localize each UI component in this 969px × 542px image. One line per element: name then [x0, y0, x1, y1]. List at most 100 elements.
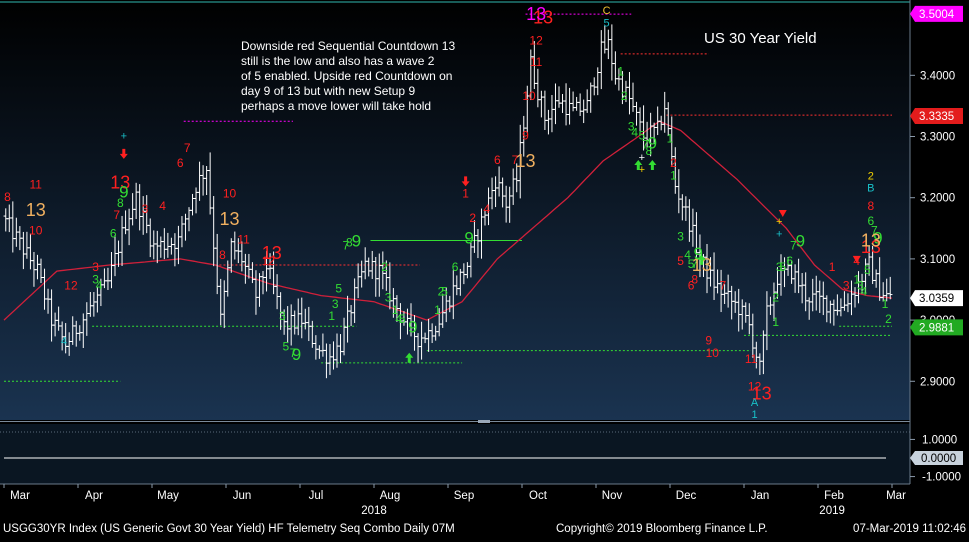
sequential-count-label: 3 — [776, 260, 783, 274]
sequential-count-label: 5 — [604, 17, 610, 29]
sequential-count-label: 7 — [342, 239, 349, 253]
sequential-count-label: 9 — [292, 345, 301, 364]
sequential-count-label: 8 — [646, 144, 653, 158]
x-axis-month-label: Apr — [85, 490, 103, 502]
sequential-count-label: 3 — [92, 272, 99, 286]
price-bars — [3, 24, 893, 379]
sequential-count-label: 13 — [262, 243, 282, 263]
sequential-count-label: 13 — [533, 7, 553, 27]
price-bar — [888, 276, 893, 300]
sequential-count-label: 1 — [752, 409, 758, 421]
sequential-count-label: 9 — [873, 229, 882, 248]
sequential-count-label: 1 — [772, 315, 779, 329]
sequential-count-label: 6 — [110, 226, 117, 240]
x-axis-month-label: Mar — [10, 490, 30, 502]
sequential-count-label: 2 — [772, 291, 779, 305]
sequential-count-label: + — [776, 216, 782, 228]
arrow-down-icon — [119, 148, 128, 159]
sequential-count-label: 4 — [96, 278, 103, 292]
arrow-up-icon — [405, 352, 414, 363]
arrow-up-icon — [634, 160, 643, 171]
sequential-count-label: 11 — [745, 352, 758, 366]
sequential-count-label: 6 — [868, 214, 875, 228]
sequential-count-label: 7 — [871, 223, 878, 237]
annotation-line: Downside red Sequential Countdown 13 — [241, 39, 455, 53]
y-axis-tick-label: 3.4000 — [920, 70, 955, 82]
annotation-line: of 5 enabled. Upside red Countdown on — [241, 69, 452, 83]
sequential-count-label: 8 — [346, 236, 353, 250]
panel-splitter-handle[interactable] — [478, 420, 490, 423]
sequential-count-label: 9 — [352, 232, 361, 251]
sequential-count-label: 12 — [748, 379, 762, 393]
sequential-count-label: 7 — [691, 257, 698, 271]
sequential-count-label: 4 — [860, 285, 867, 299]
sequential-count-label: 1 — [667, 132, 674, 146]
sequential-count-label: 2 — [438, 285, 445, 299]
x-axis-month-label: Mar — [886, 490, 906, 502]
price-label-text: 3.3335 — [919, 111, 954, 123]
lower-panel-bg — [0, 424, 910, 484]
sequential-count-label: + — [776, 228, 782, 240]
sequential-count-label: 13 — [26, 200, 46, 220]
sequential-count-label: 13 — [516, 151, 536, 171]
sequential-count-label: 9 — [648, 134, 657, 153]
sequential-count-label: 7 — [512, 153, 519, 167]
lower-axis-tick-label: -1.0000 — [922, 472, 961, 484]
sequential-count-label: 10 — [29, 223, 43, 237]
triangle-down-icon — [778, 210, 787, 217]
x-axis-year-label: 2018 — [361, 505, 387, 517]
sequential-count-label: 3 — [332, 297, 339, 311]
sequential-count-label: 13 — [526, 4, 546, 24]
sequential-count-label: 7 — [790, 239, 797, 253]
sequential-count-label: 13 — [110, 173, 130, 193]
sequential-count-label: 5 — [399, 312, 406, 326]
sequential-count-label: 9 — [408, 317, 417, 336]
price-label-box — [910, 290, 963, 307]
sequential-count-label: 7 — [720, 278, 727, 292]
y-axis-tick-label: 3.3000 — [920, 132, 955, 144]
sequential-count-label: + — [639, 164, 645, 176]
lower-panel: 1.0000 -1.0000 0.0000 — [4, 434, 963, 484]
sequential-count-label: 6 — [177, 156, 184, 170]
sequential-count-label: 5 — [441, 285, 448, 299]
sequential-count-label: 7 — [290, 346, 297, 360]
sequential-count-label: 10 — [522, 89, 536, 103]
sequential-count-label: 8 — [219, 248, 226, 262]
sequential-count-label: 1 — [882, 297, 889, 311]
sequential-count-label: 13 — [692, 255, 712, 275]
x-axis-month-label: Jun — [233, 490, 252, 502]
lower-axis-tick-label: 1.0000 — [922, 434, 957, 446]
y-axis-tick-label: 3.2000 — [920, 193, 955, 205]
sequential-count-label: 1 — [829, 260, 836, 274]
sequential-count-label: 8 — [117, 196, 124, 210]
arrow-up-icon — [697, 254, 706, 265]
sequential-count-label: + — [639, 152, 645, 164]
sequential-count-label: 8 — [868, 199, 875, 213]
copyright: Copyright© 2019 Bloomberg Finance L.P. — [556, 523, 768, 535]
x-axis-year-label: 2019 — [819, 505, 845, 517]
sequential-count-label: 6 — [786, 254, 793, 268]
moving-average — [3, 120, 893, 321]
sequential-count-label: 10 — [223, 187, 237, 201]
sequential-count-label: 5 — [864, 263, 871, 277]
price-label-box — [910, 5, 963, 22]
sequential-count-label: 9 — [796, 232, 805, 251]
price-label-box — [910, 108, 963, 125]
sequential-count-label: 1 — [670, 168, 677, 182]
sequential-count-label: 12 — [529, 34, 543, 48]
sequential-count-label: 9 — [522, 129, 529, 143]
sequential-count-label: 13 — [220, 209, 240, 229]
sequential-count-label: 1 — [434, 303, 441, 317]
sequential-count-label: 5 — [688, 257, 695, 271]
sequential-count-label: 3 — [142, 202, 149, 216]
x-axis-month-label: Sep — [454, 490, 474, 502]
arrow-down-icon — [461, 176, 470, 187]
timestamp: 07-Mar-2019 11:02:46 — [853, 523, 966, 535]
sequential-count-label: 4 — [159, 199, 166, 213]
sequential-count-label: 9 — [705, 334, 712, 348]
sequential-count-label: 7 — [184, 141, 191, 155]
annotation-line: day 9 of 13 but with new Setup 9 — [241, 84, 415, 98]
